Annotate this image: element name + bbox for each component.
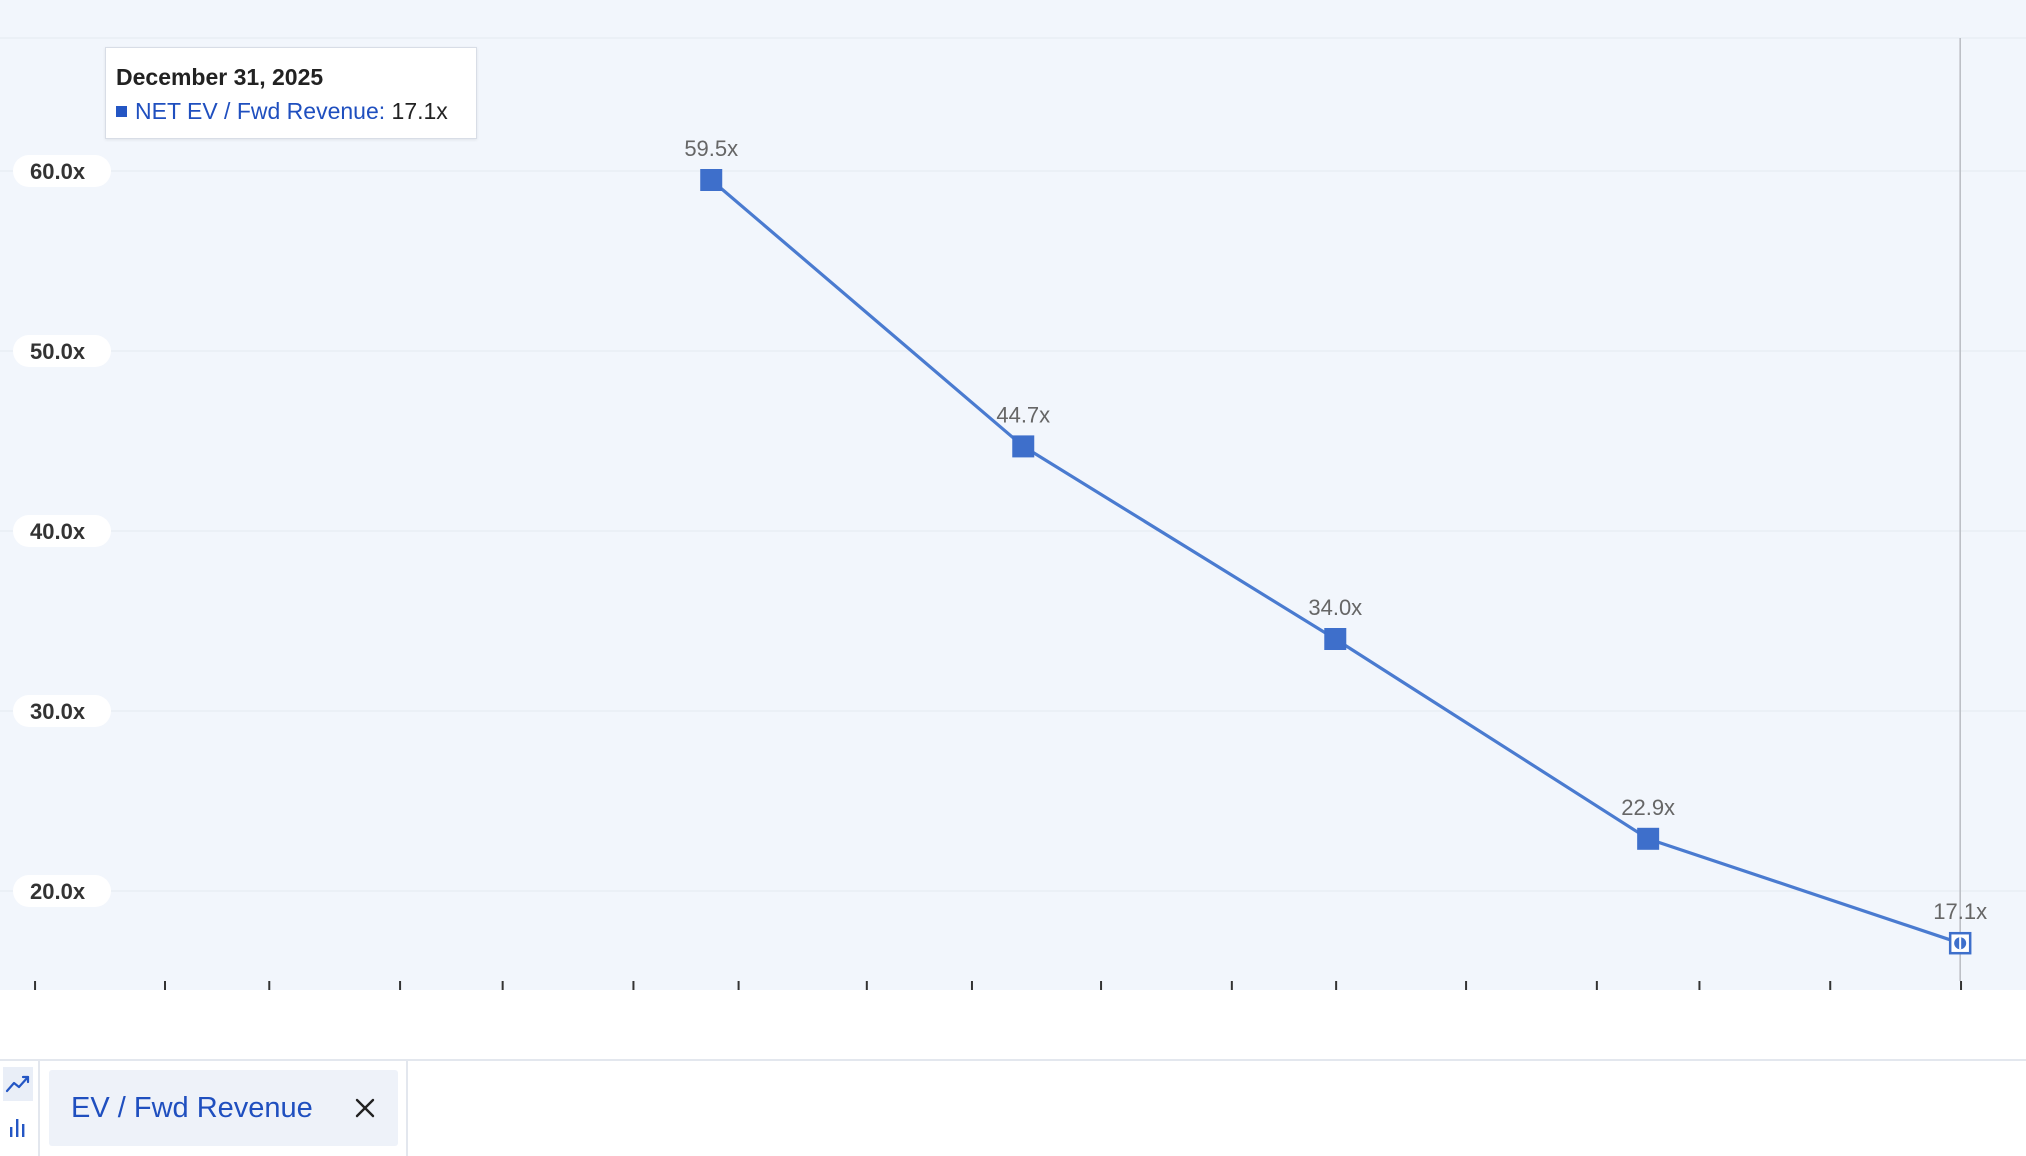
- chart-area: 59.5x 44.7x 34.0x 22.9x 17.1x 20.0x 30.0x 40.0…: [0, 0, 2026, 990]
- data-label: 22.9x: [1621, 795, 1675, 820]
- metric-chip-label: EV / Fwd Revenue: [71, 1092, 313, 1124]
- tooltip-date: December 31, 2025: [116, 64, 324, 90]
- y-tick-pill: [13, 695, 111, 727]
- y-tick-pill: [13, 875, 111, 907]
- bar-chart-icon: [10, 1119, 25, 1137]
- chip-divider: [406, 1061, 408, 1156]
- series-line-layer: [710, 178, 1961, 945]
- y-tick-label: 40.0x: [30, 519, 86, 544]
- bar-chart-button[interactable]: [3, 1109, 33, 1143]
- metric-chip[interactable]: EV / Fwd Revenue: [49, 1070, 398, 1146]
- y-tick-pill: [13, 155, 111, 187]
- data-point-marker: [1012, 435, 1035, 458]
- tooltip-series-label: NET EV / Fwd Revenue: [135, 98, 379, 124]
- metric-bar: EV / Fwd Revenue: [0, 1061, 2026, 1156]
- y-tick-label: 60.0x: [30, 159, 86, 184]
- tooltip-value: 17.1x: [391, 98, 448, 124]
- x-axis: Nov 2019Apr 2020Aug 2020Jan 2021May 2021…: [34, 981, 1963, 990]
- data-label: 34.0x: [1308, 595, 1362, 620]
- data-labels: 59.5x 44.7x 34.0x 22.9x 17.1x: [684, 136, 1987, 924]
- tooltip-series-swatch: [116, 106, 127, 117]
- y-tick-label: 20.0x: [30, 879, 86, 904]
- data-point-marker: [700, 169, 723, 191]
- chart-tooltip: December 31, 2025 NET EV / Fwd Revenue: …: [105, 47, 477, 139]
- y-tick-pill: [13, 515, 111, 547]
- y-tick-pill: [13, 335, 111, 367]
- bottom-divider: [0, 1059, 2026, 1061]
- close-icon[interactable]: [353, 1096, 377, 1120]
- grid-lines: [0, 37, 2026, 892]
- chart-svg: 59.5x 44.7x 34.0x 22.9x 17.1x 20.0x 30.0x 40.0…: [0, 37, 2026, 990]
- y-tick-label: 50.0x: [30, 339, 86, 364]
- data-label: 17.1x: [1933, 899, 1987, 924]
- line-chart-icon: [5, 1075, 30, 1093]
- chart-type-toggle: [0, 1061, 40, 1156]
- y-tick-label: 30.0x: [30, 699, 86, 724]
- data-point-marker: [1637, 827, 1660, 850]
- data-point-marker: [1324, 628, 1347, 650]
- series-line: [710, 178, 1961, 945]
- data-label: 59.5x: [684, 136, 738, 161]
- series-markers: [700, 169, 1972, 955]
- y-axis-ticks: 20.0x 30.0x 40.0x 50.0x 60.0x: [13, 155, 111, 907]
- data-label: 44.7x: [996, 402, 1050, 427]
- tooltip-separator: :: [378, 98, 392, 124]
- line-chart-button[interactable]: [3, 1067, 33, 1101]
- tooltip-row: NET EV / Fwd Revenue: 17.1x: [116, 94, 466, 128]
